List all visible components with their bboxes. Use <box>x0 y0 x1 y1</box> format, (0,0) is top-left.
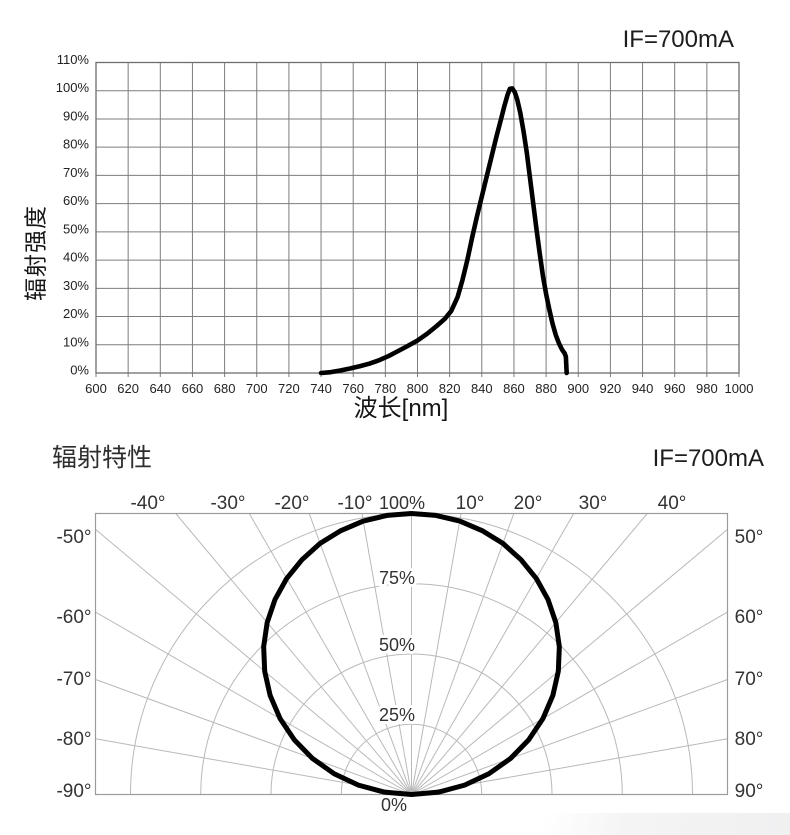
y-tick-label: 40% <box>63 250 89 265</box>
x-tick-label: 760 <box>342 381 364 396</box>
y-tick-label: 100% <box>56 80 90 95</box>
angle-tick-label: -40° <box>130 493 165 514</box>
x-tick-label: 900 <box>567 381 589 396</box>
radial-tick-label: 0% <box>381 795 407 815</box>
radial-tick-label: 50% <box>379 635 415 655</box>
angle-tick-label: 40° <box>658 493 687 514</box>
watermark-strip <box>545 813 790 835</box>
angle-tick-label: -60° <box>56 607 91 628</box>
top-chart-x-axis-title: 波长[nm] <box>353 395 449 422</box>
x-tick-label: 860 <box>503 381 525 396</box>
y-tick-label: 70% <box>63 165 89 180</box>
y-tick-label: 110% <box>57 52 90 67</box>
x-tick-label: 1000 <box>725 381 754 396</box>
polar-tick-labels: -40° -30° -20° -10° 10° 20° 30° 40° -50° -60° -70°… <box>56 493 763 815</box>
radial-tick-label: 75% <box>379 568 415 588</box>
angle-tick-label: 70° <box>735 669 764 690</box>
angle-tick-label: -80° <box>56 729 91 750</box>
y-tick-label: 60% <box>63 193 89 208</box>
angle-tick-label: 30° <box>579 493 608 514</box>
x-tick-label: 840 <box>471 381 493 396</box>
y-tick-label: 10% <box>63 334 89 349</box>
x-tick-label: 680 <box>214 381 236 396</box>
y-tick-label: 90% <box>63 108 89 123</box>
x-tick-label: 880 <box>535 381 557 396</box>
x-tick-label: 980 <box>696 381 718 396</box>
y-tick-label: 30% <box>63 278 89 293</box>
y-tick-label: 50% <box>63 221 89 236</box>
spectral-grid <box>95 62 740 377</box>
angle-tick-label: 90° <box>735 781 764 802</box>
angle-tick-label: 80° <box>735 729 764 750</box>
spectral-plot-border <box>95 61 740 374</box>
radial-tick-label: 25% <box>379 705 415 725</box>
x-tick-label: 700 <box>246 381 268 396</box>
x-tick-label: 780 <box>374 381 396 396</box>
x-tick-label: 940 <box>632 381 654 396</box>
angle-tick-label: -20° <box>274 493 309 514</box>
x-tick-label: 660 <box>182 381 204 396</box>
radiation-pattern-curve <box>261 511 562 797</box>
x-tick-label: 720 <box>278 381 300 396</box>
spectral-curve <box>318 86 569 376</box>
x-tick-label: 620 <box>117 381 139 396</box>
x-tick-label: 740 <box>310 381 332 396</box>
polar-chart: -40° -30° -20° -10° 10° 20° 30° 40° -50° -60° -70°… <box>56 493 763 815</box>
x-tick-label: 800 <box>407 381 429 396</box>
x-tick-label: 920 <box>600 381 622 396</box>
top-chart-condition-label: IF=700mA <box>622 26 734 53</box>
angle-tick-label: -90° <box>56 781 91 802</box>
angle-tick-label: 60° <box>735 607 764 628</box>
y-tick-label: 20% <box>63 306 89 321</box>
y-tick-label: 0% <box>70 363 89 378</box>
bottom-chart-condition-label: IF=700mA <box>652 445 764 472</box>
angle-tick-label: -10° <box>337 493 372 514</box>
angle-tick-label: -50° <box>56 527 91 548</box>
y-tick-label: 80% <box>63 137 89 152</box>
spectral-chart: 600 620 640 660 680 700 720 740 760 780 800 820 840 8… <box>56 52 754 396</box>
angle-tick-label: 10° <box>456 493 485 514</box>
radial-tick-label: 100% <box>379 493 425 513</box>
x-tick-label: 640 <box>149 381 171 396</box>
bottom-chart-title: 辐射特性 <box>52 444 153 472</box>
angle-tick-label: 20° <box>514 493 543 514</box>
x-tick-label: 600 <box>85 381 107 396</box>
x-tick-label: 820 <box>439 381 461 396</box>
angle-tick-label: -30° <box>210 493 245 514</box>
spectral-tick-labels: 600 620 640 660 680 700 720 740 760 780 800 820 840 8… <box>56 52 754 396</box>
angle-tick-label: 50° <box>735 527 764 548</box>
angle-tick-label: -70° <box>56 669 91 690</box>
x-tick-label: 960 <box>664 381 686 396</box>
top-chart-y-axis-title: 辐射强度 <box>22 205 49 301</box>
